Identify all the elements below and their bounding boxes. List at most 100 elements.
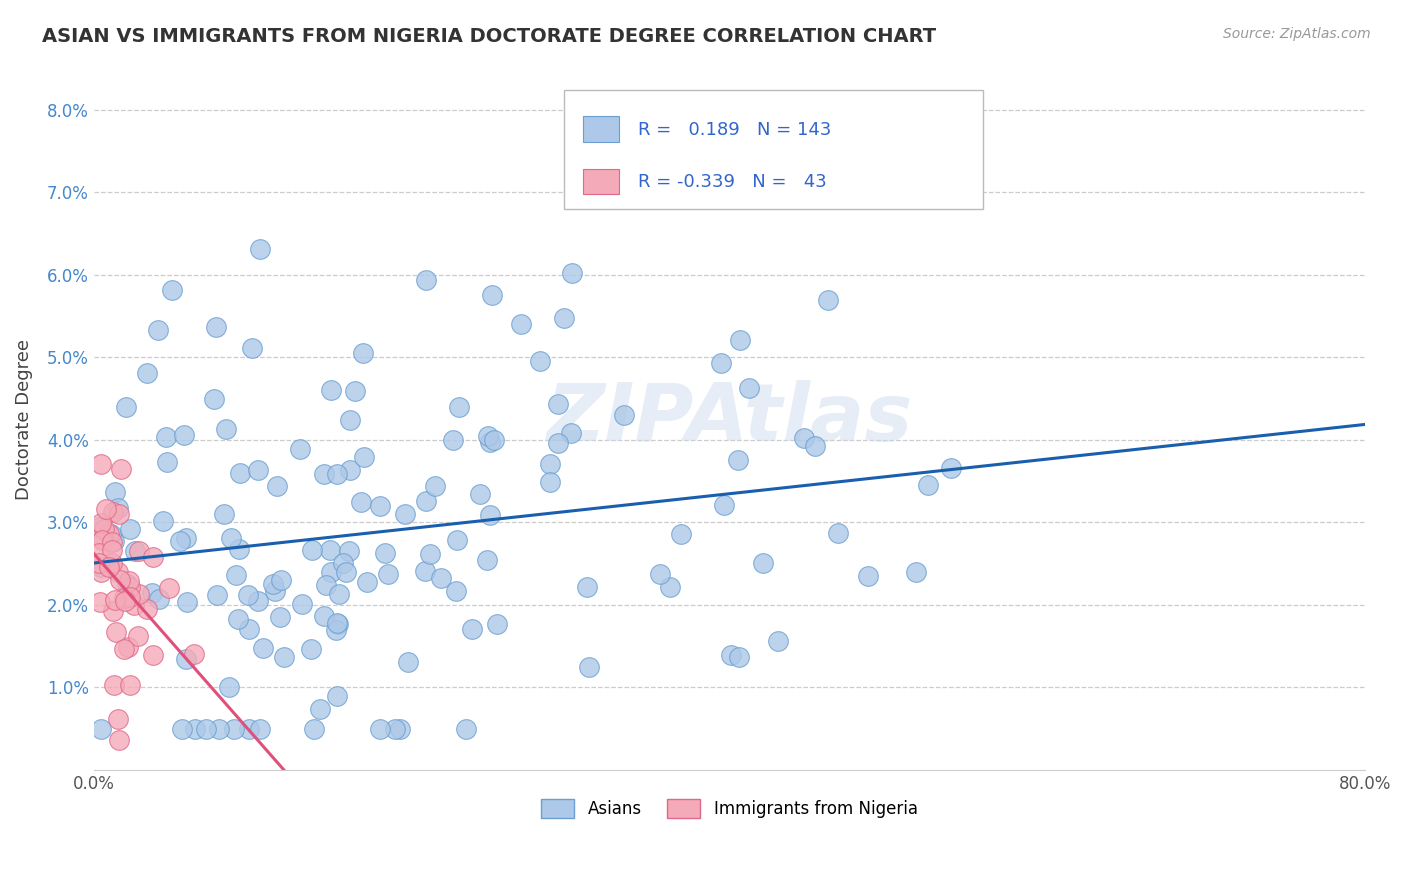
Point: [766, 634, 789, 648]
Point: [87, 546, 110, 560]
Point: [108, 733, 131, 747]
Point: [91, 533, 114, 548]
Point: [205, 319, 228, 334]
Point: [236, 588, 259, 602]
Point: [128, 544, 150, 558]
Point: [510, 317, 533, 331]
Point: [461, 622, 484, 636]
Point: [856, 569, 879, 583]
Point: [114, 593, 136, 607]
Point: [155, 430, 177, 444]
Point: [118, 581, 141, 595]
Point: [939, 460, 962, 475]
Point: [326, 467, 349, 482]
Point: [485, 617, 508, 632]
Point: [337, 543, 360, 558]
Point: [135, 602, 157, 616]
Point: [252, 640, 274, 655]
Point: [103, 505, 125, 519]
Point: [107, 507, 129, 521]
Point: [308, 701, 330, 715]
Point: [578, 659, 600, 673]
Text: R = -0.339   N =   43: R = -0.339 N = 43: [638, 173, 827, 192]
Point: [152, 514, 174, 528]
Point: [269, 610, 291, 624]
Point: [477, 428, 499, 442]
Point: [160, 283, 183, 297]
Point: [529, 354, 551, 368]
Point: [301, 543, 323, 558]
Point: [91, 532, 114, 546]
Point: [229, 467, 252, 481]
Point: [468, 487, 491, 501]
Point: [118, 590, 141, 604]
Point: [752, 556, 775, 570]
Point: [118, 523, 141, 537]
Point: [384, 722, 406, 736]
Point: [479, 434, 502, 449]
Point: [90, 458, 112, 472]
Point: [561, 266, 583, 280]
Point: [326, 615, 349, 630]
Point: [446, 533, 468, 547]
Point: [225, 568, 247, 582]
Point: [394, 507, 416, 521]
Point: [803, 439, 825, 453]
Point: [266, 479, 288, 493]
Point: [117, 640, 139, 654]
Point: [350, 495, 373, 509]
Point: [326, 689, 349, 703]
Point: [444, 584, 467, 599]
Point: [202, 392, 225, 407]
Point: [793, 431, 815, 445]
Point: [146, 323, 169, 337]
Point: [669, 527, 692, 541]
Point: [553, 310, 575, 325]
Point: [319, 543, 342, 558]
Point: [246, 463, 269, 477]
Point: [335, 565, 357, 579]
Point: [482, 433, 505, 447]
Point: [728, 333, 751, 347]
Point: [101, 543, 124, 558]
Point: [122, 598, 145, 612]
Point: [97, 526, 120, 541]
Text: ASIAN VS IMMIGRANTS FROM NIGERIA DOCTORATE DEGREE CORRELATION CHART: ASIAN VS IMMIGRANTS FROM NIGERIA DOCTORA…: [42, 27, 936, 45]
Point: [176, 595, 198, 609]
Point: [413, 564, 436, 578]
Point: [315, 578, 337, 592]
Point: [339, 413, 361, 427]
Point: [713, 498, 735, 512]
Point: [128, 587, 150, 601]
Point: [314, 467, 336, 481]
Point: [118, 678, 141, 692]
Point: [368, 722, 391, 736]
Point: [226, 612, 249, 626]
Point: [135, 367, 157, 381]
Point: [127, 629, 149, 643]
Point: [90, 722, 112, 736]
Point: [238, 622, 260, 636]
Point: [374, 546, 396, 560]
Point: [560, 426, 582, 441]
Point: [112, 642, 135, 657]
Point: [343, 384, 366, 398]
Point: [228, 542, 250, 557]
Point: [817, 293, 839, 308]
Point: [157, 581, 180, 595]
Point: [104, 625, 127, 640]
Point: [142, 648, 165, 662]
Point: [648, 567, 671, 582]
Point: [738, 381, 761, 395]
Point: [477, 553, 499, 567]
Point: [441, 434, 464, 448]
Point: [207, 722, 229, 736]
Point: [156, 455, 179, 469]
Point: [207, 588, 229, 602]
Point: [215, 422, 238, 436]
Text: ZIPAtlas: ZIPAtlas: [546, 380, 912, 458]
Point: [247, 594, 270, 608]
Point: [104, 593, 127, 607]
Point: [89, 520, 111, 534]
Point: [176, 531, 198, 545]
